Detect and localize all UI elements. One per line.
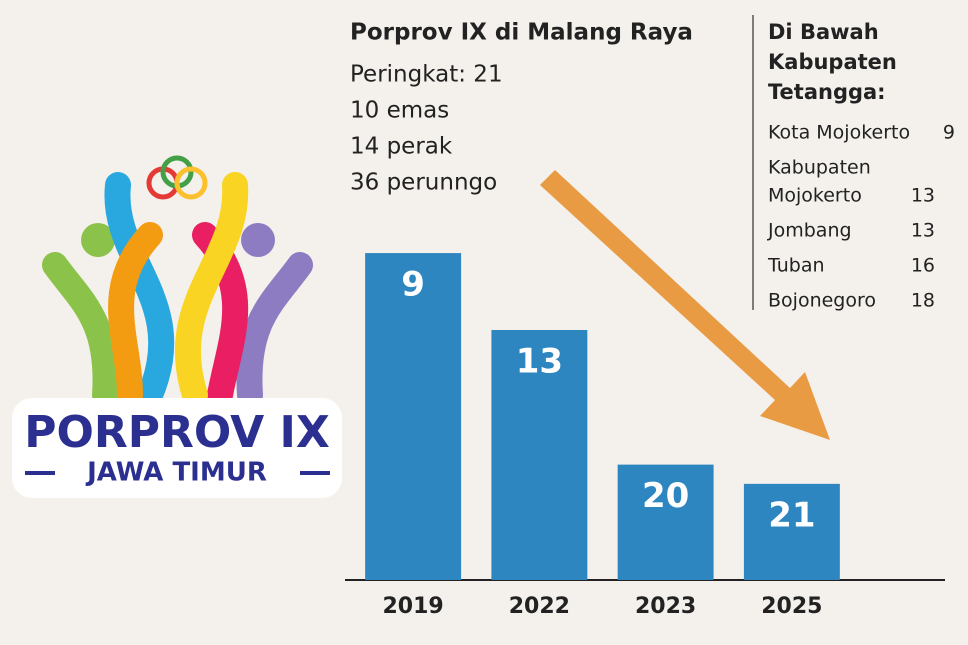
value-label: 9 <box>401 265 425 305</box>
annotation: Peringkat: 21 <box>350 62 503 88</box>
row-name: Tuban <box>767 255 825 277</box>
annotation: 14 perak <box>350 134 453 160</box>
bar <box>617 464 714 580</box>
annotation: 36 perunngo <box>350 170 497 196</box>
logo <box>42 155 313 408</box>
sidebar-title: Di Bawah <box>768 20 879 44</box>
sidebar-title: Tetangga: <box>768 80 886 104</box>
value-label: 21 <box>768 495 815 535</box>
bar <box>743 483 840 580</box>
trend-arrow <box>540 170 830 440</box>
row-rank: 9 <box>943 122 955 144</box>
value-label: 20 <box>642 476 689 516</box>
logo-title: PORPROV IX <box>24 407 330 458</box>
x-tick-label: 2023 <box>635 594 696 619</box>
row-name: Mojokerto <box>768 185 862 207</box>
x-tick-label: 2022 <box>509 594 570 619</box>
row-name: Jombang <box>767 220 852 242</box>
value-label: 13 <box>516 342 563 382</box>
row-name: Kabupaten <box>768 157 871 179</box>
row-rank: 16 <box>911 255 935 277</box>
bar <box>365 253 462 581</box>
row-rank: 13 <box>911 220 935 242</box>
row-rank: 18 <box>911 290 935 312</box>
row-name: Kota Mojokerto <box>768 122 910 144</box>
row-name: Bojonegoro <box>768 290 876 312</box>
sidebar-title: Kabupaten <box>768 50 897 74</box>
bar <box>491 330 588 580</box>
x-tick-label: 2025 <box>761 594 822 619</box>
x-tick-label: 2019 <box>383 594 444 619</box>
logo-plate <box>12 398 342 498</box>
annotation: 10 emas <box>350 98 449 124</box>
logo-subtitle: JAWA TIMUR <box>85 458 267 488</box>
row-rank: 13 <box>911 185 935 207</box>
chart-title: Porprov IX di Malang Raya <box>350 20 693 46</box>
